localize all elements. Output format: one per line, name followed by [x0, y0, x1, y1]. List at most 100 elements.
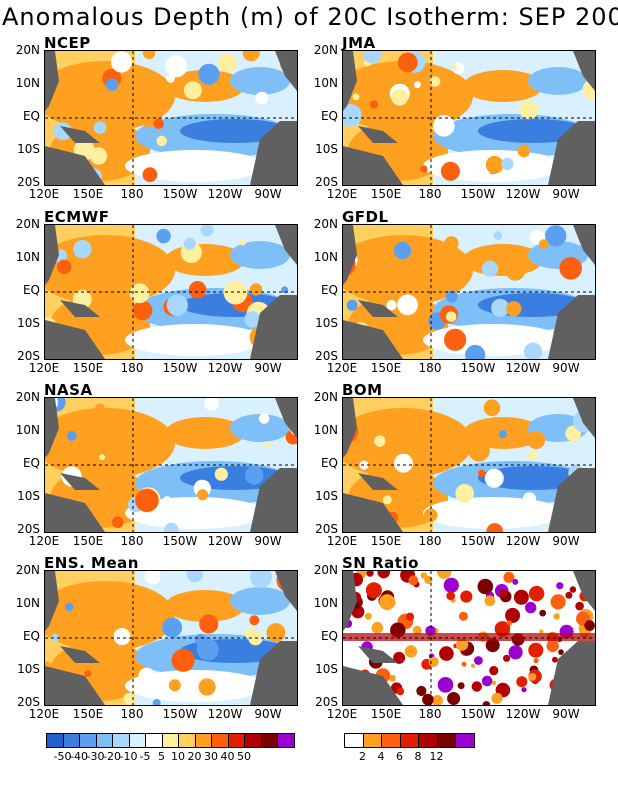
lon-tick-label: 150E — [72, 534, 104, 548]
lat-tick-label: 10N — [15, 76, 40, 90]
snr-colorbar — [344, 733, 475, 748]
colorbar-swatch — [212, 734, 229, 747]
colorbar-swatch — [456, 734, 474, 747]
lat-tick-label: EQ — [22, 629, 40, 643]
map-image — [44, 570, 298, 706]
lon-tick-label: 120E — [326, 361, 358, 375]
lon-tick-label: 180 — [418, 707, 442, 721]
map-image — [342, 224, 596, 360]
colorbar-swatch — [162, 734, 179, 747]
lat-tick-label: 10N — [313, 596, 338, 610]
lon-tick-label: 120W — [207, 187, 243, 201]
lat-tick-label: EQ — [22, 283, 40, 297]
lat-tick-label: 10N — [15, 250, 40, 264]
lon-tick-label: 180 — [120, 534, 144, 548]
colorbar-swatch — [400, 734, 419, 747]
colorbar-swatch — [245, 734, 262, 747]
colorbar-label: 6 — [396, 750, 403, 763]
colorbar-label: 8 — [414, 750, 422, 763]
lon-tick-label: 150W — [162, 361, 198, 375]
colorbar-swatch — [345, 734, 364, 747]
panel-title: ECMWF — [44, 208, 110, 226]
lon-tick-label: 180 — [120, 187, 144, 201]
colorbar-swatch — [146, 734, 163, 747]
lon-tick-label: 120E — [326, 534, 358, 548]
lat-tick-label: 10S — [315, 142, 338, 156]
lon-tick-label: 120W — [207, 707, 243, 721]
lon-tick-label: 150E — [72, 361, 104, 375]
colorbar-swatch — [278, 734, 294, 747]
lon-tick-label: 90W — [552, 361, 580, 375]
lon-tick-label: 180 — [418, 187, 442, 201]
colorbar-swatch — [63, 734, 80, 747]
lon-tick-label: 180 — [120, 707, 144, 721]
lon-tick-label: 120E — [28, 534, 60, 548]
lon-tick-label: 90W — [552, 187, 580, 201]
lon-tick-label: 150W — [162, 707, 198, 721]
colorbar-label: 10 — [171, 750, 185, 763]
lat-tick-label: 20N — [15, 563, 40, 577]
colorbar-swatch — [129, 734, 146, 747]
lon-tick-label: 120E — [28, 187, 60, 201]
lat-tick-label: 20N — [313, 217, 338, 231]
lat-tick-label: 20S — [17, 695, 40, 709]
map-panel: GFDL 20N 10N EQ 10S 20S 120E 150E 180 150W 120W 90W — [298, 208, 598, 380]
lat-tick-label: 10S — [315, 662, 338, 676]
colorbar-label: -50 — [53, 750, 72, 763]
colorbar-swatch — [96, 734, 113, 747]
lat-tick-label: 20N — [313, 43, 338, 57]
lon-tick-label: 120W — [505, 187, 541, 201]
lon-tick-label: 150W — [162, 187, 198, 201]
map-image — [342, 50, 596, 186]
lat-tick-label: 20N — [15, 43, 40, 57]
lon-tick-label: 150W — [460, 707, 496, 721]
colorbar-label: 12 — [429, 750, 444, 763]
colorbar-swatch — [113, 734, 130, 747]
anomaly-colorbar — [46, 733, 295, 748]
lat-tick-label: 10S — [17, 662, 40, 676]
lat-tick-label: 10N — [15, 423, 40, 437]
lat-tick-label: 10N — [313, 250, 338, 264]
lon-tick-label: 120E — [28, 361, 60, 375]
colorbar-label: -40 — [70, 750, 88, 763]
lat-tick-label: 10S — [17, 489, 40, 503]
lat-tick-label: 10S — [17, 142, 40, 156]
colorbar-swatch — [261, 734, 278, 747]
lat-tick-label: 20S — [315, 695, 338, 709]
map-image — [342, 397, 596, 533]
panel-title: ENS. Mean — [44, 554, 139, 572]
lon-tick-label: 120E — [326, 187, 358, 201]
colorbar-label: 5 — [158, 750, 165, 763]
lat-tick-label: EQ — [22, 109, 40, 123]
map-image — [44, 50, 298, 186]
lon-tick-label: 120W — [505, 361, 541, 375]
colorbar-label: -30 — [86, 750, 105, 763]
lon-tick-label: 150E — [370, 361, 402, 375]
lon-tick-label: 150E — [72, 707, 104, 721]
lon-tick-label: 150W — [460, 361, 496, 375]
map-panel: JMA 20N 10N EQ 10S 20S 120E 150E 180 150W 120W 90W — [298, 34, 598, 206]
lon-tick-label: 90W — [552, 534, 580, 548]
lat-tick-label: EQ — [22, 456, 40, 470]
lon-tick-label: 180 — [418, 534, 442, 548]
lat-tick-label: EQ — [320, 109, 338, 123]
lat-tick-label: 20S — [315, 522, 338, 536]
colorbar-swatch — [382, 734, 401, 747]
map-image — [342, 570, 596, 706]
map-image — [44, 397, 298, 533]
lat-tick-label: 10N — [15, 596, 40, 610]
lat-tick-label: 20S — [17, 522, 40, 536]
lat-tick-label: 20N — [313, 390, 338, 404]
lon-tick-label: 120E — [326, 707, 358, 721]
colorbar-label: 4 — [377, 750, 385, 763]
lat-tick-label: 10S — [315, 489, 338, 503]
lat-tick-label: EQ — [320, 283, 338, 297]
lon-tick-label: 150E — [370, 534, 402, 548]
lon-tick-label: 120W — [207, 361, 243, 375]
map-image — [44, 224, 298, 360]
lat-tick-label: 20S — [17, 175, 40, 189]
lon-tick-label: 150W — [162, 534, 198, 548]
lat-tick-label: 20S — [315, 175, 338, 189]
lon-tick-label: 150E — [370, 187, 402, 201]
colorbar-label: 30 — [204, 750, 218, 763]
